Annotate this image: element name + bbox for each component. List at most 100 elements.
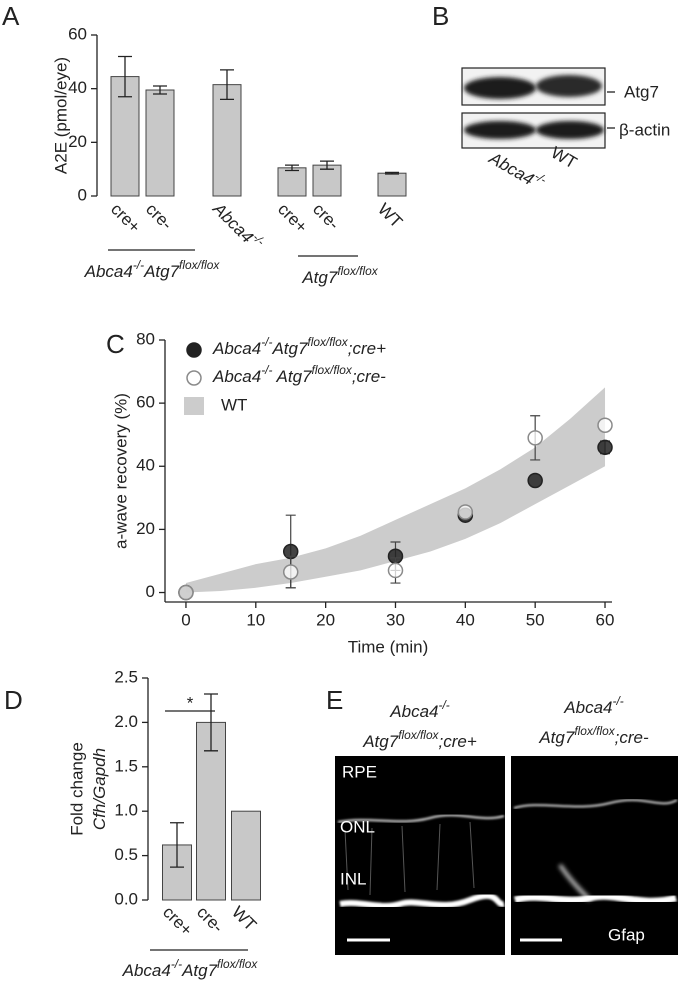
- text-part: Abca4: [122, 961, 171, 980]
- text-part: ;cre-: [615, 728, 649, 747]
- y-axis-label: Cfh/Gapdh: [90, 748, 109, 830]
- data-point: [457, 504, 474, 520]
- panel-letter: E: [326, 685, 343, 715]
- x-tick-label: 30: [386, 610, 405, 629]
- text-part: -/-: [438, 698, 449, 712]
- data-point: [178, 584, 194, 601]
- text-part: flox/flox: [398, 728, 439, 742]
- y-tick-label: 40: [136, 456, 155, 475]
- lane-label: Abca4-/-: [485, 145, 549, 195]
- image-frame: [511, 756, 678, 955]
- x-tick-label: cre-: [309, 200, 343, 234]
- data-point: [597, 417, 613, 433]
- panel-letter: A: [2, 1, 20, 31]
- text-part: flox/flox: [574, 724, 615, 738]
- y-axis-label: Fold change: [67, 742, 86, 836]
- stain-label: Gfap: [608, 925, 645, 944]
- error-bar: [118, 55, 132, 98]
- blot-band: [536, 75, 602, 97]
- y-tick-label: 2.0: [114, 712, 138, 731]
- text-part: ;cre+: [439, 732, 477, 751]
- gfap-signal: [339, 892, 505, 909]
- bar: [312, 164, 342, 197]
- error-bar: [204, 693, 218, 752]
- cell-layer: [337, 814, 505, 823]
- x-tick-label: 0: [181, 610, 190, 629]
- column-title: Atg7flox/flox;cre+: [362, 728, 477, 751]
- data-point: [527, 472, 543, 489]
- x-tick-label: cre+: [107, 200, 144, 237]
- x-tick-label: WT: [228, 903, 260, 935]
- text-part: Abca4: [563, 698, 612, 717]
- data-point: [527, 430, 543, 446]
- text-part: Abca4: [212, 339, 261, 358]
- layer-label: ONL: [340, 817, 375, 836]
- y-tick-label: 60: [68, 24, 87, 43]
- text-part: flox/flox: [337, 264, 378, 278]
- bar: [231, 810, 261, 901]
- text-part: -/-: [261, 335, 272, 349]
- layer-label: INL: [340, 869, 366, 888]
- legend-label: Abca4-/- Atg7flox/flox;cre-: [212, 363, 386, 386]
- error-bar: [385, 171, 399, 175]
- y-tick-label: 2.5: [114, 667, 138, 686]
- micrograph: [335, 756, 678, 955]
- y-tick-label: 20: [68, 132, 87, 151]
- text-part: ;cre+: [348, 339, 386, 358]
- text-part: Atg7: [181, 961, 218, 980]
- data-point: [597, 439, 613, 456]
- column-title: Abca4-/-: [389, 698, 449, 721]
- legend-label: Abca4-/-Atg7flox/flox;cre+: [212, 335, 386, 358]
- legend-marker: [186, 342, 202, 358]
- x-tick-label: Abca4-/-: [208, 196, 267, 255]
- y-tick-label: 0.5: [114, 845, 138, 864]
- y-axis-label: a-wave recovery (%): [111, 393, 130, 549]
- y-tick-label: 40: [68, 78, 87, 97]
- x-tick-label: cre-: [193, 903, 227, 937]
- cell-process: [344, 821, 475, 896]
- text-part: flox/flox: [307, 335, 348, 349]
- x-tick-label: cre+: [159, 903, 196, 940]
- y-tick-label: 20: [136, 519, 155, 538]
- y-tick-label: 60: [136, 393, 155, 412]
- text-part: -/-: [171, 957, 182, 971]
- blot-band: [536, 121, 604, 139]
- blot-band: [464, 121, 536, 139]
- error-bar: [153, 85, 167, 95]
- x-axis-label: Time (min): [348, 637, 429, 656]
- error-bar: [220, 69, 234, 101]
- text-part: flox/flox: [179, 258, 220, 272]
- y-tick-label: 80: [136, 329, 155, 348]
- x-tick-label: 40: [456, 610, 475, 629]
- panel-letter: B: [432, 1, 449, 31]
- cell-layer: [513, 799, 678, 809]
- significance-mark: *: [187, 693, 194, 712]
- text-part: Atg7: [301, 268, 338, 287]
- text-part: Abca4: [389, 702, 438, 721]
- group-label: Abca4-/-Atg7flox/flox: [84, 258, 221, 281]
- y-tick-label: 1.5: [114, 756, 138, 775]
- x-tick-label: cre-: [142, 200, 176, 234]
- y-tick-label: 0.0: [114, 889, 138, 908]
- x-tick-label: cre+: [274, 200, 311, 237]
- text-part: Cfh/Gapdh: [90, 748, 109, 830]
- band-label: β-actin: [619, 120, 670, 139]
- legend-label: WT: [221, 395, 247, 414]
- text-part: Atg7: [271, 339, 308, 358]
- y-tick-label: 1.0: [114, 801, 138, 820]
- text-part: Atg7: [538, 728, 575, 747]
- group-label: Atg7flox/flox: [301, 264, 378, 287]
- legend-swatch: [184, 397, 204, 415]
- y-axis-label: A2E (pmol/eye): [51, 57, 70, 174]
- image-frame: [335, 756, 505, 955]
- text-part: Abca4: [212, 367, 261, 386]
- bar: [377, 172, 407, 197]
- y-tick-label: 0: [78, 185, 87, 204]
- data-point: [387, 562, 404, 579]
- blot-band: [464, 77, 536, 99]
- group-label: Abca4-/-Atg7flox/flox: [122, 957, 259, 980]
- panel-letter: D: [4, 685, 23, 715]
- text-part: Abca4: [84, 262, 133, 281]
- text-part: Abca4: [485, 148, 537, 189]
